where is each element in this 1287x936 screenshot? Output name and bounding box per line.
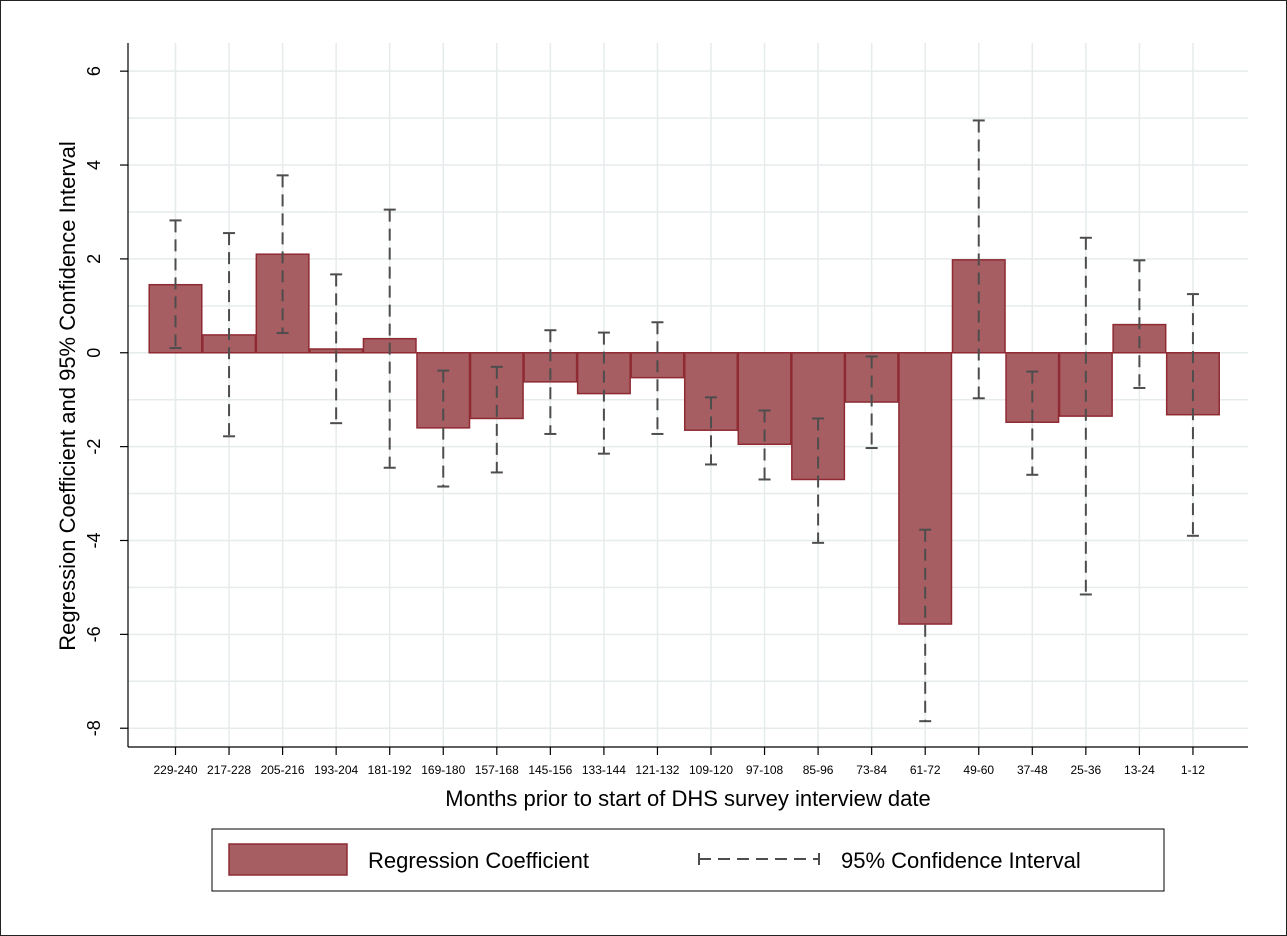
legend-label-ci: 95% Confidence Interval [841,848,1081,873]
y-tick-label: -2 [84,439,104,455]
x-tick-label: 217-228 [207,763,251,777]
y-tick-label: -4 [84,532,104,548]
x-tick-label: 85-96 [803,763,834,777]
x-tick-label: 133-144 [582,763,626,777]
bar-109-120 [683,352,739,431]
legend-label-coefficient: Regression Coefficient [368,848,589,873]
y-ticks: -8 -6 -4 -2 0 2 4 6 [84,66,128,736]
x-tick-label: 1-12 [1181,763,1205,777]
bar-61-72 [898,352,953,625]
y-axis-title: Regression Coefficient and 95% Confidenc… [55,141,80,651]
bar-205-216 [255,253,310,354]
legend-swatch-bar [228,843,348,876]
grid [128,43,1248,747]
x-tick-label: 49-60 [963,763,994,777]
x-tick-label: 181-192 [368,763,412,777]
x-tick-label: 157-168 [475,763,519,777]
y-tick-label: 4 [84,160,104,170]
axes [127,43,1248,748]
legend-box [211,828,1165,892]
y-tick-label: -6 [84,626,104,642]
bar-97-108 [737,352,792,446]
y-tick-label: -8 [84,720,104,736]
x-tick-label: 97-108 [746,763,784,777]
x-tick-label: 37-48 [1017,763,1048,777]
legend: Regression Coefficient 95% Confidence In… [211,828,1165,892]
bars [148,253,1220,625]
x-tick-label: 13-24 [1124,763,1155,777]
confidence-intervals [169,119,1199,723]
x-tick-label: 145-156 [528,763,572,777]
y-tick-label: 0 [84,348,104,358]
legend-swatch-ci [698,853,820,865]
x-ticks: 229-240 217-228 205-216 193-204 181-192 169-1… [153,747,1205,777]
x-tick-label: 229-240 [153,763,197,777]
x-axis-title: Months prior to start of DHS survey inte… [445,786,930,811]
x-tick-label: 169-180 [421,763,465,777]
x-tick-label: 109-120 [689,763,733,777]
x-tick-label: 205-216 [261,763,305,777]
x-tick-label: 73-84 [856,763,887,777]
x-tick-label: 121-132 [635,763,679,777]
y-tick-label: 6 [84,66,104,76]
x-tick-label: 193-204 [314,763,358,777]
y-tick-label: 2 [84,254,104,264]
x-tick-label: 25-36 [1070,763,1101,777]
x-tick-label: 61-72 [910,763,941,777]
